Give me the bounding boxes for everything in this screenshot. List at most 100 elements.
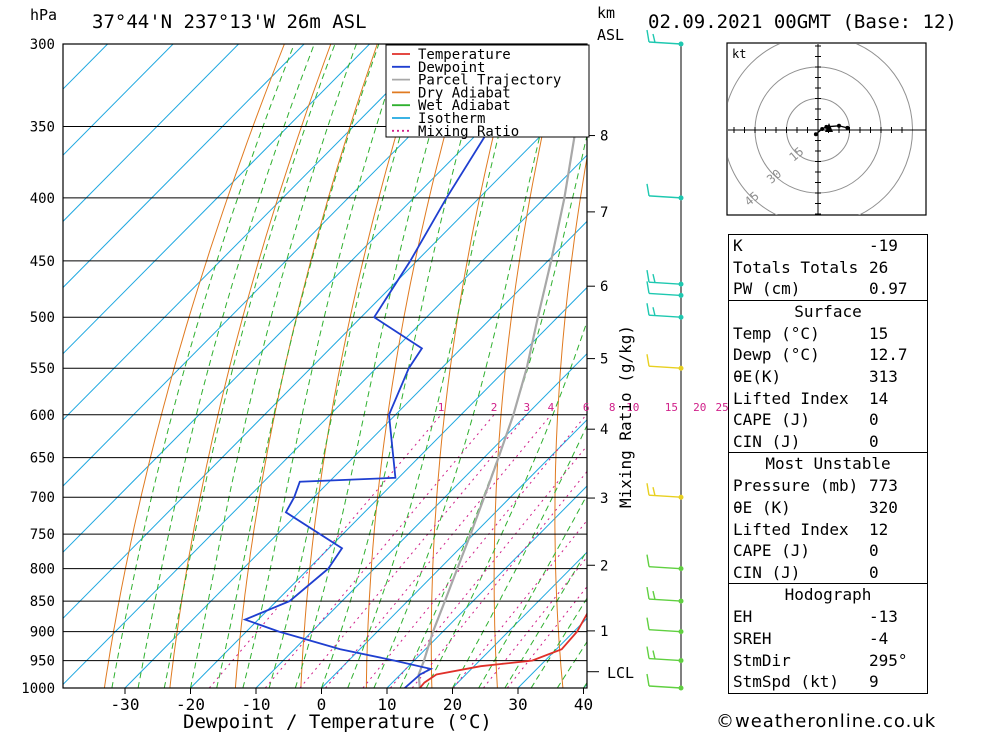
wind-barb [646, 303, 684, 320]
hodograph-row: StmSpd (kt) 9 [729, 671, 927, 693]
pressure-tick-label: 650 [30, 451, 55, 467]
km-tick-label: 7 [600, 205, 608, 221]
surface-title: Surface [794, 301, 862, 321]
legend-label: Wet Adiabat [418, 98, 511, 114]
surface-row: Lifted Index 14 [729, 388, 927, 410]
most-unstable-value: 12 [869, 519, 889, 539]
legend-label: Temperature [418, 47, 511, 63]
most-unstable-value: 0 [869, 541, 879, 561]
surface-label: Temp (°C) [733, 323, 820, 343]
surface-value: 12.7 [869, 345, 908, 365]
mixing-ratio-label: 25 [716, 401, 729, 414]
surface-row: Dewp (°C) 12.7 [729, 344, 927, 366]
km-label: km [597, 4, 615, 22]
mixing-ratio-label: 2 [491, 401, 498, 414]
isotherm-line [63, 44, 174, 156]
surface-label: Dewp (°C) [733, 345, 820, 365]
most-unstable-row: CAPE (J) 0 [729, 540, 927, 562]
mixing-ratio-line [390, 445, 587, 688]
most-unstable-label: Lifted Index [733, 519, 849, 539]
hodograph-unit: kt [732, 47, 746, 61]
mixing-ratio-line [264, 414, 495, 688]
dry-adiabat-line [234, 44, 378, 688]
surface-row: θE(K) 313 [729, 366, 927, 388]
mixing-ratio-line [452, 519, 587, 688]
most-unstable-label: θE (K) [733, 497, 791, 517]
pressure-tick-label: 750 [30, 527, 55, 543]
mixing-axis-label: Mixing Ratio (g/kg) [616, 325, 635, 508]
isotherm-line [255, 352, 587, 688]
mixing-ratio-label: 3 [524, 401, 531, 414]
index-value: 0.97 [869, 279, 908, 299]
hodograph-value: 295° [869, 650, 908, 670]
temperature-tick-label: 10 [377, 695, 396, 714]
wet-adiabat-line [347, 44, 523, 688]
mixing-ratio-label: 8 [609, 401, 616, 414]
wet-adiabat-line [373, 44, 563, 688]
km-tick-label: 2 [600, 558, 608, 574]
wind-barb [646, 617, 684, 635]
km-tick-label: 1 [600, 624, 608, 640]
isotherm-line [63, 44, 501, 487]
temperature-tick-label: 20 [443, 695, 462, 714]
surface-value: 14 [869, 388, 889, 408]
pressure-tick-label: 950 [30, 654, 55, 670]
isotherm-line [386, 485, 587, 688]
mixing-ratio-line [362, 414, 587, 688]
wet-adiabat-line [399, 133, 587, 688]
mixing-ratio-line [411, 470, 587, 688]
temperature-line [419, 612, 587, 688]
hodograph-value: -4 [869, 628, 889, 648]
wind-barb [646, 646, 684, 664]
index-row: PW (cm) 0.97 [729, 278, 927, 300]
pressure-tick-label: 1000 [21, 681, 55, 697]
km-tick-label: 3 [600, 491, 608, 507]
dewpoint-line [242, 44, 580, 688]
surface-label: CAPE (J) [733, 410, 811, 430]
most-unstable-row: Pressure (mb) 773 [729, 475, 927, 497]
pressure-tick-label: 400 [30, 191, 55, 207]
wind-barb [646, 29, 684, 47]
surface-row: CIN (J) 0 [729, 431, 927, 453]
hodograph-row: SREH -4 [729, 628, 927, 650]
footer-credit: ©weatheronline.co.uk [716, 711, 937, 732]
pressure-tick-label: 300 [30, 37, 55, 53]
hodograph-row: StmDir 295° [729, 650, 927, 672]
isotherm-line [63, 44, 436, 421]
wind-barb [646, 673, 684, 691]
hodograph-value: 9 [869, 672, 879, 692]
legend-label: Mixing Ratio [418, 124, 519, 140]
most-unstable-label: CIN (J) [733, 562, 801, 582]
mixing-ratio-label: 4 [548, 401, 555, 414]
surface-label: CIN (J) [733, 431, 801, 451]
storm-motion-marker [825, 123, 833, 132]
hodograph-point [813, 132, 818, 137]
temperature-tick-label: 30 [508, 695, 527, 714]
chart-profiles [242, 44, 587, 688]
dry-adiabat-line [932, 44, 1000, 688]
legend-label: Isotherm [418, 111, 485, 127]
most-unstable-value: 320 [869, 497, 898, 517]
hodograph-label: EH [733, 607, 753, 627]
index-row: Totals Totals 26 [729, 257, 927, 279]
surface-label: θE(K) [733, 366, 782, 386]
most-unstable-value: 0 [869, 562, 879, 582]
dry-adiabat-line [169, 44, 332, 688]
mixing-ratio-label: 10 [626, 401, 639, 414]
km-tick-label: 4 [600, 422, 608, 438]
pressure-tick-label: 600 [30, 408, 55, 424]
chart-axes: 3003504004505005506006507007508008509009… [21, 37, 729, 714]
wind-barb [646, 183, 684, 201]
pressure-tick-label: 800 [30, 562, 55, 578]
surface-label: Lifted Index [733, 388, 849, 408]
most-unstable-value: 773 [869, 476, 898, 496]
most-unstable-row: CIN (J) 0 [729, 562, 927, 584]
hodograph-title: Hodograph [784, 585, 872, 605]
surface-row: CAPE (J) 0 [729, 409, 927, 431]
chart-grid [63, 44, 1000, 688]
mixing-ratio-line [483, 556, 587, 688]
location-title: 37°44'N 237°13'W 26m ASL [92, 11, 367, 33]
